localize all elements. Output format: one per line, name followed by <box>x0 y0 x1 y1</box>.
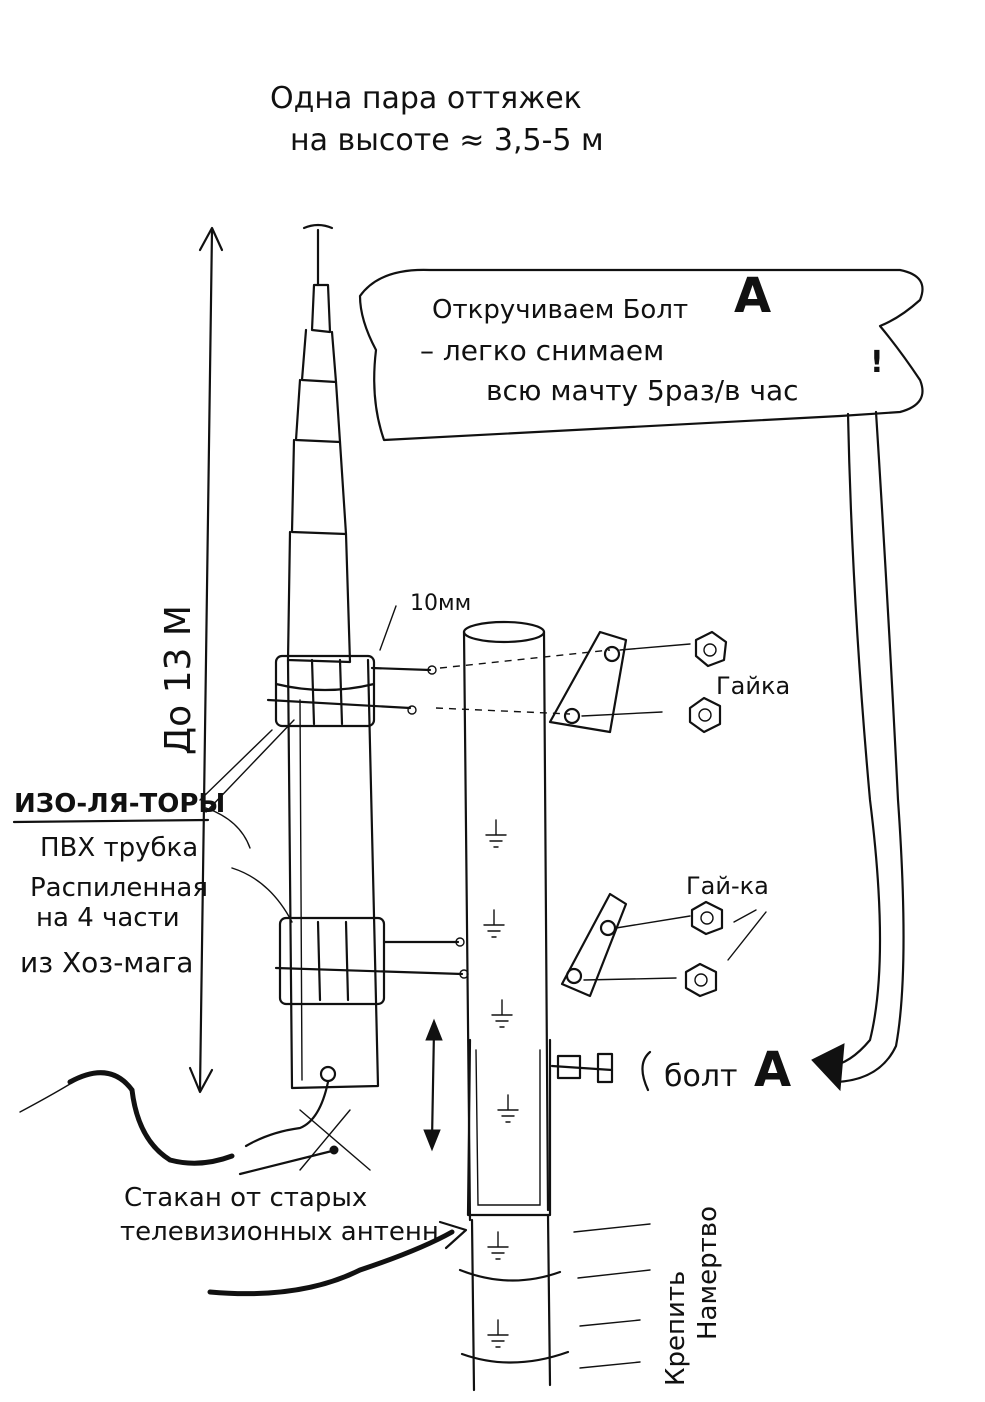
callout-exclaim: ! <box>870 345 884 380</box>
base-pipe <box>458 620 570 1392</box>
bolt-label: болт <box>664 1059 738 1094</box>
nut-arrow <box>727 911 767 961</box>
fix-line1: Крепить <box>661 1271 691 1386</box>
nut-label-1: Гайка <box>716 672 790 700</box>
callout-line3: всю мачту 5раз/в час <box>486 374 799 407</box>
lower-insulator-clamp <box>274 916 469 1006</box>
pvc-line3: на 4 части <box>36 903 180 933</box>
header-line2: на высоте ≈ 3,5-5 м <box>290 123 604 158</box>
align-line-top <box>439 649 611 669</box>
fix-arrows <box>573 1223 651 1369</box>
nut-arrow <box>733 909 757 923</box>
nut-icon <box>688 696 722 734</box>
pvc-line4: из Хоз-мага <box>20 946 193 979</box>
nut-label-2: Гай-ка <box>686 872 769 900</box>
clamp-plate-lower <box>560 892 691 998</box>
callout-line1: Откручиваем Болт <box>432 295 688 325</box>
pvc-line1: ПВХ трубка <box>40 833 198 863</box>
height-label: До 13 М <box>158 605 199 755</box>
cup-arrow-head <box>438 1220 468 1250</box>
insulator-label: ИЗО-ЛЯ-ТОРЫ <box>12 719 295 849</box>
pvc-line2: Распиленная <box>30 873 208 903</box>
fix-line2: Намертво <box>693 1206 723 1340</box>
cup-line1: Стакан от старых <box>124 1183 367 1213</box>
telescopic-mast <box>286 223 380 1090</box>
cup-line2: телевизионных антенн <box>120 1217 439 1247</box>
bolt-a <box>550 1050 652 1092</box>
clamp-plate-upper <box>548 630 691 734</box>
callout-line2: – легко снимаем <box>420 334 664 367</box>
bolt-letter: А <box>754 1042 791 1098</box>
bolt-pointer-arrow <box>811 410 905 1092</box>
pvc-arrow <box>231 867 293 923</box>
insulator-text: ИЗО-ЛЯ-ТОРЫ <box>14 789 225 819</box>
diameter-label: 10мм <box>410 591 471 616</box>
header-line1: Одна пара оттяжек <box>270 81 582 116</box>
nut-icon <box>694 630 728 668</box>
nut-icon <box>684 962 718 998</box>
height-arrow <box>188 226 224 1094</box>
callout-bubble <box>358 268 924 442</box>
align-line-bottom <box>435 707 571 715</box>
feed-cable <box>19 1065 371 1176</box>
callout-letter: А <box>734 268 771 324</box>
upper-insulator-clamp <box>266 605 437 728</box>
nut-icon <box>690 900 724 936</box>
travel-arrow <box>423 1018 443 1152</box>
cup-arrow <box>207 1229 455 1297</box>
